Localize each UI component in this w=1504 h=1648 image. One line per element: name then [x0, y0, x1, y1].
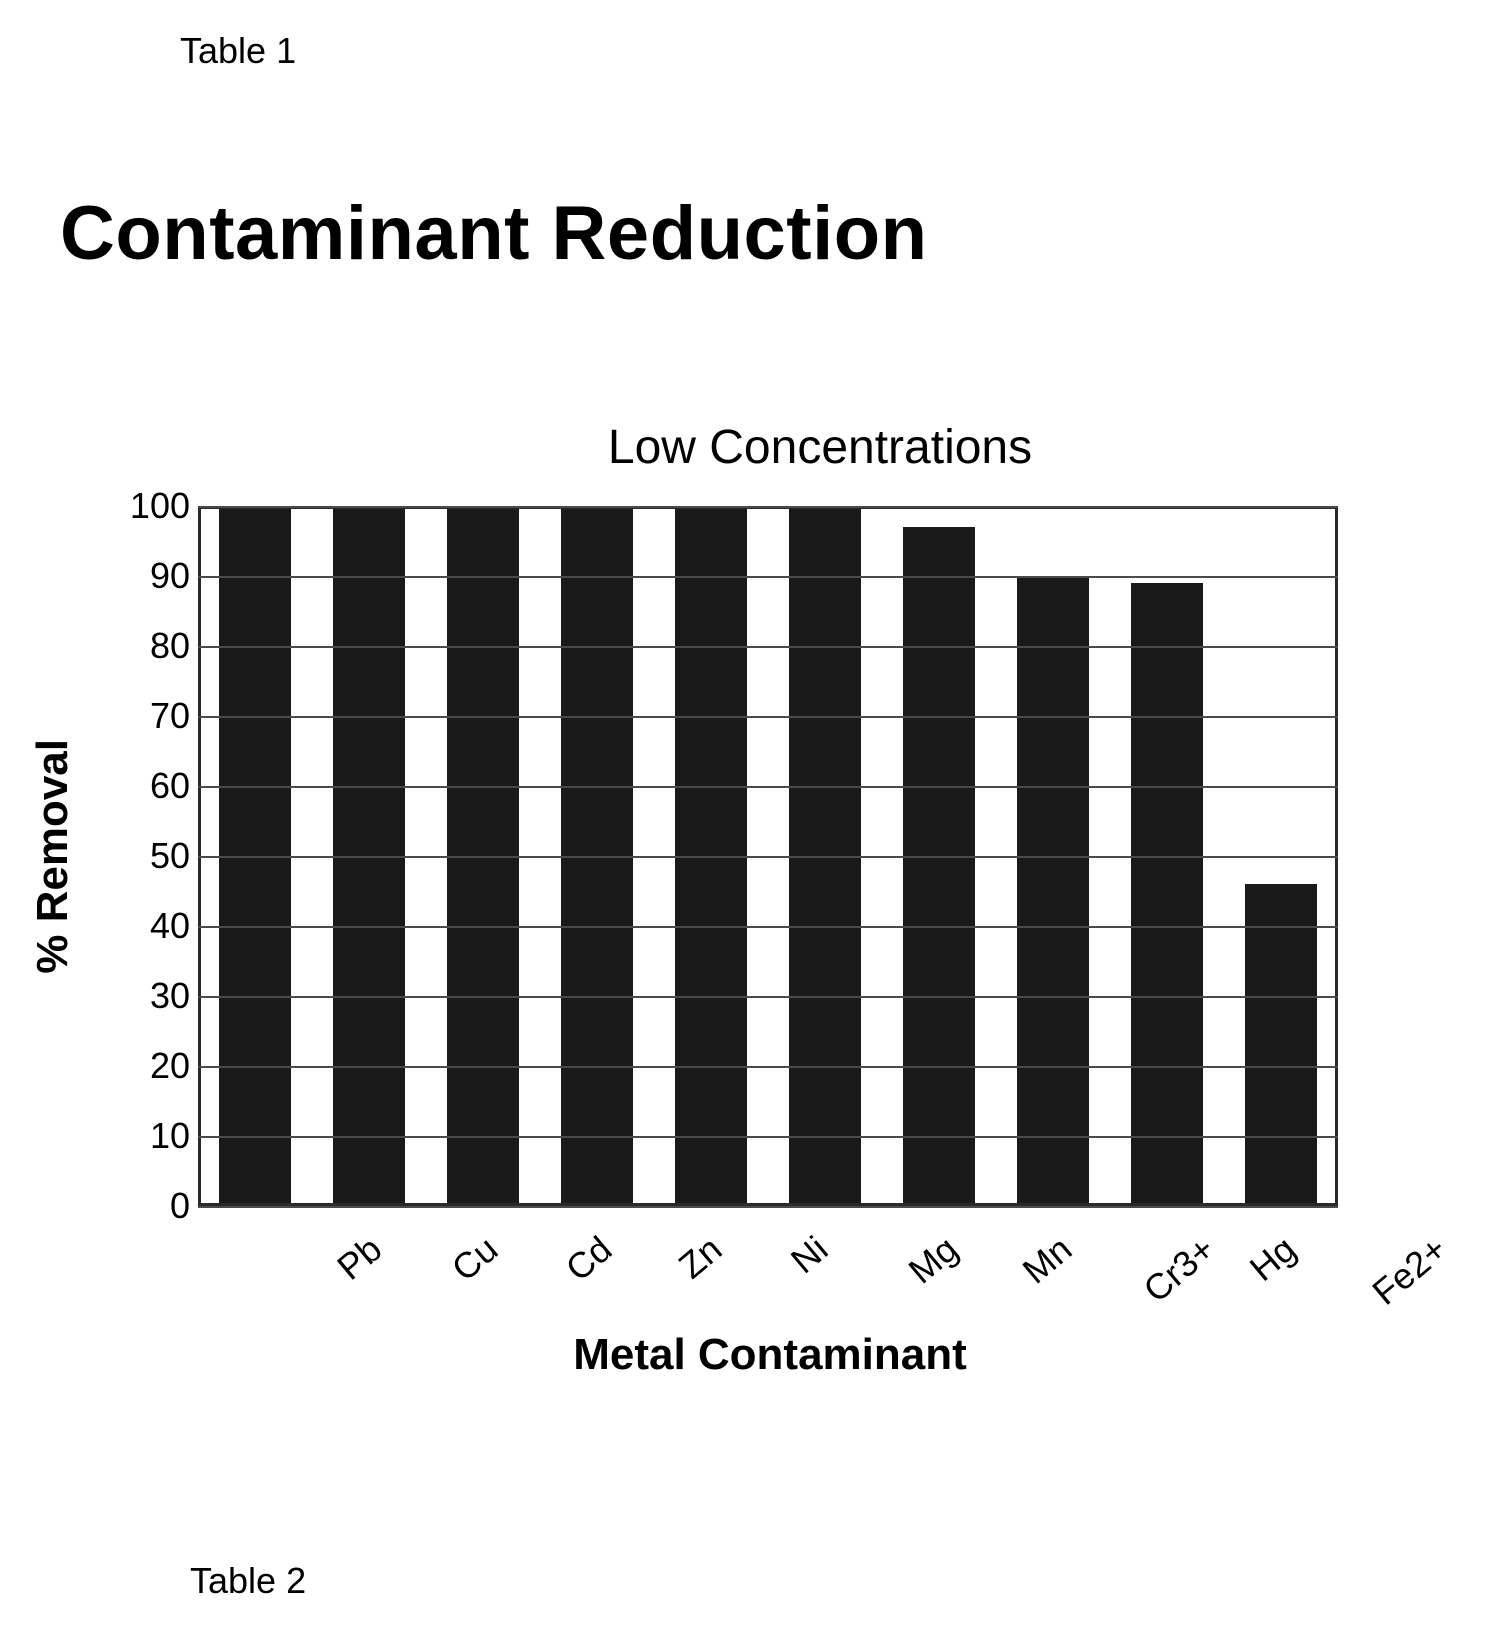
y-axis-ticks: 1009080706050403020100 [100, 506, 190, 1206]
gridline [198, 856, 1338, 858]
table-1-label: Table 1 [180, 30, 296, 72]
x-tick-Fe2+: Fe2+ [1364, 1228, 1455, 1314]
gridline [198, 1066, 1338, 1068]
gridline [198, 926, 1338, 928]
gridline [198, 996, 1338, 998]
bar-Fe2+ [1245, 884, 1317, 1206]
x-tick-Mg: Mg [901, 1228, 966, 1292]
x-axis-label: Metal Contaminant [420, 1330, 1120, 1380]
x-tick-Mn: Mn [1015, 1228, 1080, 1292]
bar-Mn [903, 527, 975, 1206]
gridline [198, 1136, 1338, 1138]
plot-area [198, 506, 1338, 1206]
x-tick-Cd: Cd [558, 1228, 620, 1290]
bar-Cr3+ [1017, 576, 1089, 1206]
page: Table 1 Contaminant Reduction Low Concen… [0, 0, 1504, 1648]
x-tick-Hg: Hg [1242, 1228, 1304, 1290]
x-tick-Pb: Pb [329, 1228, 390, 1288]
gridline [198, 716, 1338, 718]
bar-chart: % Removal 1009080706050403020100 [28, 506, 1338, 1206]
y-axis-label: % Removal [28, 739, 78, 974]
gridline [198, 1206, 1338, 1208]
x-tick-Cu: Cu [444, 1228, 506, 1290]
chart-title: Contaminant Reduction [60, 190, 928, 277]
gridline [198, 646, 1338, 648]
chart-subtitle: Low Concentrations [470, 420, 1170, 475]
x-tick-Ni: Ni [783, 1228, 836, 1282]
gridline [198, 576, 1338, 578]
x-tick-Cr3+: Cr3+ [1135, 1228, 1223, 1311]
table-2-label: Table 2 [190, 1560, 306, 1602]
gridline [198, 506, 1338, 508]
bar-Hg [1131, 583, 1203, 1206]
x-tick-Zn: Zn [671, 1228, 730, 1287]
gridline [198, 786, 1338, 788]
